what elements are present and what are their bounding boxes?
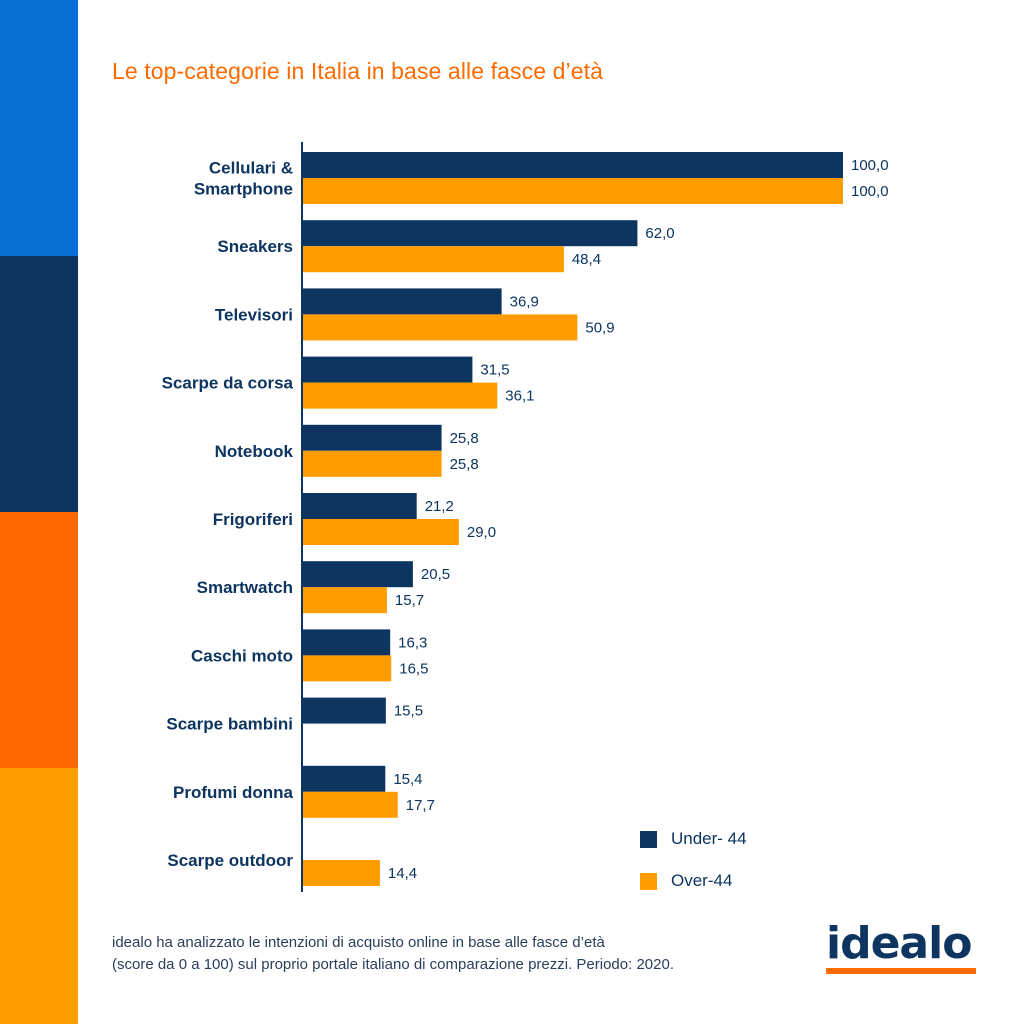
footnote-line-1: idealo ha analizzato le intenzioni di ac…	[112, 934, 605, 951]
side-stripe-navy	[0, 256, 78, 512]
value-label-over44: 15,7	[395, 592, 424, 609]
bar-over44	[302, 791, 398, 818]
value-label-under44: 31,5	[480, 362, 509, 379]
value-label-over44: 14,4	[388, 865, 417, 882]
legend-label-over44: Over-44	[671, 871, 733, 890]
bar-over44	[302, 519, 459, 545]
bar-over44	[302, 860, 380, 886]
category-label: Scarpe outdoor	[167, 851, 293, 870]
value-label-over44: 36,1	[505, 388, 534, 405]
value-label-under44: 100,0	[851, 157, 889, 174]
value-label-over44: 50,9	[585, 319, 614, 336]
bar-under44	[302, 493, 417, 519]
bar-over44	[302, 655, 392, 682]
logo-text: idealo	[826, 918, 972, 969]
category-label: Profumi donna	[173, 783, 293, 802]
category-label: Scarpe da corsa	[162, 374, 294, 393]
side-stripe-orange	[0, 512, 78, 768]
category-label: Televisori	[215, 305, 293, 324]
category-label: Sneakers	[217, 237, 293, 256]
logo-underline	[826, 968, 976, 974]
category-label: Cellulari & Smartphone	[194, 159, 293, 199]
category-label: Notebook	[215, 442, 294, 461]
side-stripe-blue	[0, 0, 78, 256]
footnote-line-2: (score da 0 a 100) sul proprio portale i…	[112, 956, 674, 973]
value-label-over44: 16,5	[399, 660, 428, 677]
bar-over44	[302, 246, 564, 273]
value-label-under44: 62,0	[645, 225, 674, 242]
bar-under44	[302, 288, 502, 315]
legend-swatch-under44	[640, 830, 657, 848]
bar-under44	[302, 765, 386, 792]
category-label: Smartwatch	[197, 578, 293, 597]
category-label: Scarpe bambini	[166, 715, 293, 734]
value-label-over44: 29,0	[467, 524, 496, 541]
bar-under44	[302, 697, 386, 724]
bar-under44	[302, 629, 391, 656]
value-label-over44: 48,4	[572, 251, 601, 268]
bar-over44	[302, 314, 578, 341]
value-label-over44: 25,8	[450, 456, 479, 473]
bar-under44	[302, 152, 843, 178]
value-label-under44: 36,9	[510, 293, 539, 310]
legend-swatch-over44	[640, 872, 657, 890]
chart-title: Le top-categorie in Italia in base alle …	[112, 58, 603, 84]
legend: Under- 44 Over-44	[640, 826, 747, 910]
value-label-under44: 25,8	[450, 430, 479, 447]
value-label-under44: 20,5	[421, 566, 450, 583]
value-label-under44: 15,5	[394, 703, 423, 720]
bar-under44	[302, 424, 442, 451]
bar-under44	[302, 356, 473, 383]
legend-item-over44: Over-44	[640, 868, 747, 894]
idealo-logo: idealo	[826, 922, 978, 974]
bar-under44	[302, 220, 638, 247]
side-stripe-amber	[0, 768, 78, 1024]
bar-over44	[302, 382, 498, 409]
category-label: Caschi moto	[191, 646, 293, 665]
footnote: idealo ha analizzato le intenzioni di ac…	[112, 932, 674, 976]
bar-over44	[302, 178, 843, 204]
bar-under44	[302, 561, 413, 588]
legend-item-under44: Under- 44	[640, 826, 747, 852]
value-label-under44: 21,2	[425, 498, 454, 515]
legend-label-under44: Under- 44	[671, 829, 747, 848]
value-label-under44: 15,4	[393, 771, 422, 788]
category-label: Frigoriferi	[213, 510, 293, 529]
value-label-over44: 100,0	[851, 183, 889, 200]
bar-over44	[302, 587, 387, 614]
bar-over44	[302, 450, 442, 477]
value-label-under44: 16,3	[398, 634, 427, 651]
value-label-over44: 17,7	[406, 797, 435, 814]
